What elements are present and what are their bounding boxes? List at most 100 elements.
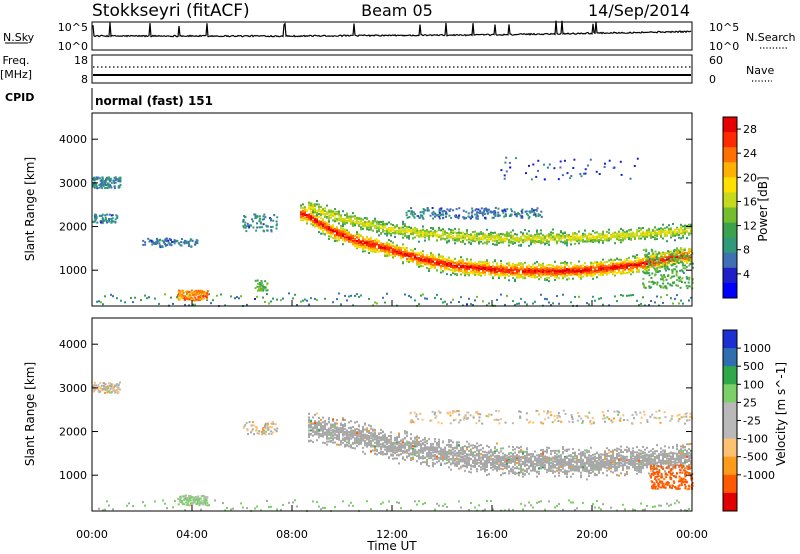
- power-echo: [516, 274, 518, 277]
- power-echo: [592, 274, 594, 277]
- power-echo: [316, 203, 318, 206]
- power-echo: [183, 242, 186, 245]
- power-echo: [452, 298, 454, 301]
- power-echo: [534, 273, 536, 276]
- power-echo: [540, 276, 542, 279]
- power-echo: [438, 255, 440, 258]
- power-echo: [318, 213, 320, 216]
- power-echo: [322, 226, 324, 229]
- power-echo: [247, 224, 250, 227]
- power-echo: [430, 257, 432, 260]
- power-echo: [177, 242, 180, 245]
- power-echo: [380, 232, 382, 234]
- power-echo: [396, 225, 398, 228]
- power-echo: [456, 263, 458, 265]
- power-echo: [318, 203, 320, 206]
- power-echo: [386, 292, 388, 295]
- power-echo: [592, 240, 594, 242]
- power-echo: [260, 280, 263, 283]
- power-echo: [522, 265, 524, 268]
- power-echo: [431, 212, 434, 215]
- power-echo: [342, 239, 344, 242]
- power-echo: [522, 268, 524, 271]
- power-echo: [572, 272, 574, 274]
- power-echo: [360, 234, 362, 237]
- power-echo: [316, 216, 318, 218]
- power-echo: [682, 302, 684, 305]
- power-echo: [618, 230, 620, 233]
- power-echo: [420, 235, 422, 238]
- power-echo: [626, 267, 628, 270]
- power-echo: [460, 256, 462, 259]
- power-echo: [398, 247, 400, 249]
- power-echo: [410, 252, 412, 255]
- power-echo: [626, 233, 628, 236]
- power-echo: [574, 264, 576, 267]
- power-echo: [328, 223, 330, 226]
- power-echo: [550, 231, 552, 234]
- power-echo: [194, 241, 197, 244]
- power-echo: [358, 295, 360, 298]
- power-echo: [105, 218, 107, 221]
- power-echo: [592, 295, 594, 298]
- power-echo: [546, 235, 548, 238]
- power-echo: [314, 208, 316, 211]
- power-echo: [598, 297, 600, 300]
- power-echo: [434, 266, 436, 269]
- power-echo: [374, 251, 376, 253]
- power-echo: [94, 220, 96, 223]
- power-echo: [172, 302, 174, 305]
- power-echo: [203, 293, 206, 295]
- power-echo: [414, 236, 416, 239]
- power-echo: [512, 264, 514, 266]
- power-echo: [650, 257, 652, 260]
- power-echo: [412, 260, 414, 263]
- power-echo: [502, 271, 504, 274]
- power-echo: [444, 238, 446, 241]
- power-echo: [514, 278, 516, 281]
- power-echo: [462, 262, 464, 265]
- power-echo: [568, 236, 570, 239]
- power-echo: [480, 238, 482, 240]
- power-echo: [680, 299, 682, 302]
- power-echo: [340, 229, 342, 232]
- power-echo: [464, 274, 466, 277]
- power-echo: [582, 234, 584, 237]
- power-echo: [159, 244, 162, 247]
- power-echo: [206, 290, 209, 293]
- power-echo: [115, 178, 118, 180]
- power-echo: [470, 243, 472, 245]
- power-echo: [362, 237, 364, 240]
- power-echo: [492, 268, 494, 270]
- power-echo: [578, 275, 580, 278]
- power-echo: [312, 224, 314, 227]
- power-echo: [388, 248, 390, 251]
- power-echo: [524, 228, 526, 231]
- power-echo: [328, 210, 330, 213]
- power-echo: [614, 231, 616, 234]
- power-echo: [265, 289, 268, 292]
- power-echo: [500, 263, 502, 266]
- power-echo: [444, 268, 446, 271]
- power-echo: [512, 242, 514, 245]
- power-echo: [578, 260, 580, 263]
- power-echo: [430, 259, 432, 262]
- power-echo: [450, 260, 452, 263]
- power-echo: [416, 256, 418, 259]
- power-echo: [308, 214, 310, 217]
- power-echo: [478, 262, 480, 265]
- power-echo: [544, 242, 546, 245]
- power-echo: [464, 262, 466, 265]
- power-echo: [432, 233, 434, 236]
- power-echo: [590, 274, 592, 277]
- power-echo: [180, 244, 183, 247]
- power-echo: [119, 179, 122, 182]
- power-echo: [470, 303, 472, 306]
- power-echo: [662, 251, 664, 254]
- power-echo: [536, 267, 538, 270]
- power-echo: [624, 259, 626, 262]
- power-echo: [142, 239, 145, 242]
- power-echo: [430, 230, 432, 233]
- power-echo: [456, 265, 458, 268]
- power-echo: [604, 237, 606, 240]
